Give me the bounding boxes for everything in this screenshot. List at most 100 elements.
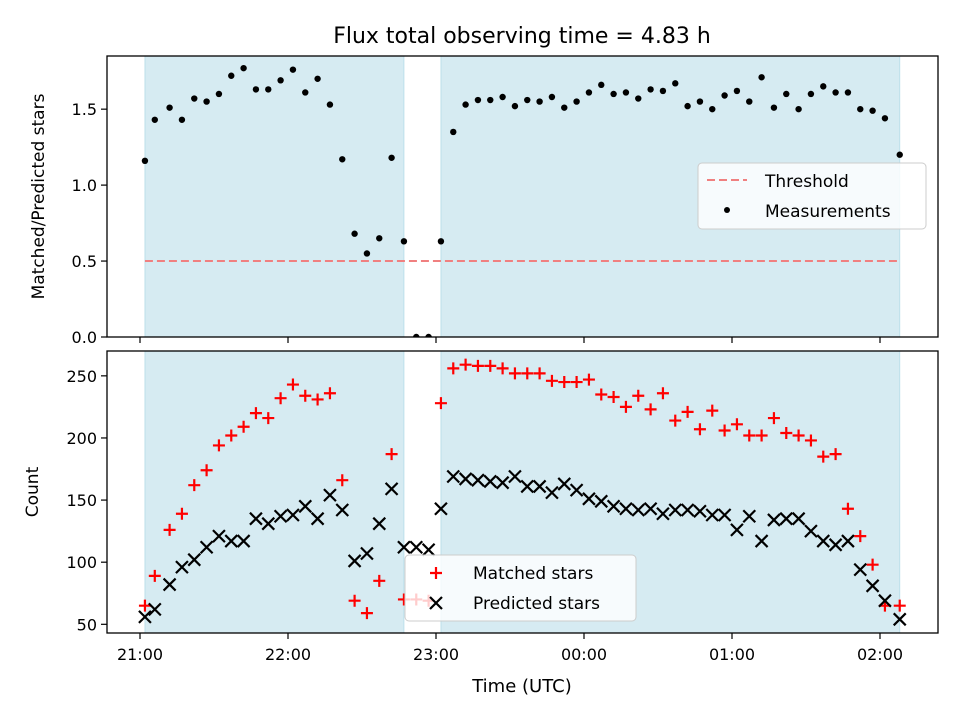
matched-stars-point (434, 397, 447, 410)
measurements-point (610, 90, 617, 98)
measurements-point (363, 250, 371, 257)
measurements-point (437, 238, 445, 245)
x-tick-label: 21:00 (117, 645, 163, 664)
predicted-stars-point (421, 542, 436, 557)
predicted-stars-point (668, 503, 683, 517)
predicted-stars-point (347, 554, 362, 568)
matched-stars-point (348, 594, 361, 607)
predicted-stars-point (804, 524, 818, 538)
matched-stars-point (669, 414, 682, 427)
matched-stars-point (632, 389, 645, 402)
predicted-stars-point (508, 469, 522, 484)
predicted-stars-point (791, 511, 806, 526)
matched-stars-point (533, 367, 546, 380)
measurements-point (487, 96, 494, 104)
matched-stars-point (360, 607, 373, 620)
measurements-point (351, 230, 358, 237)
measurements-point (462, 101, 469, 108)
measurements-point (548, 93, 556, 101)
matched-stars-point (212, 439, 225, 452)
matched-stars-point (706, 404, 719, 417)
matched-stars-point (447, 362, 460, 375)
measurements-point (314, 75, 321, 82)
measurements-point (141, 157, 149, 165)
matched-stars-point (521, 367, 534, 380)
measurements-point (746, 98, 753, 105)
legend: Matched stars Predicted stars (404, 554, 637, 622)
predicted-stars-point (298, 499, 313, 514)
matched-stars-point (854, 530, 867, 543)
matched-stars-point (595, 388, 608, 401)
measurements-point (265, 86, 272, 93)
matched-stars-point (286, 378, 299, 391)
x-tick-label: 01:00 (709, 645, 755, 664)
measurements-point (376, 235, 383, 242)
y-tick-label: 50 (77, 615, 97, 634)
matched-stars-point (558, 376, 571, 389)
legend-predicted-swatch (429, 596, 443, 610)
measurements-point (203, 98, 210, 105)
axes-frame (106, 55, 939, 338)
y-tick-label: 1.5 (72, 100, 97, 119)
predicted-stars-point (643, 501, 658, 516)
legend-box (697, 162, 927, 230)
x-tick-label: 00:00 (561, 645, 607, 664)
measurements-point (696, 98, 704, 105)
measurements-point (228, 72, 235, 79)
predicted-stars-point (409, 540, 424, 555)
x-tick-label: 22:00 (265, 645, 311, 664)
measurements-point (684, 102, 691, 110)
matched-stars-point (262, 412, 275, 425)
measurements-point (635, 95, 642, 102)
matched-stars-point (336, 474, 349, 487)
measurements-point (178, 116, 186, 123)
measurements-point (215, 90, 223, 98)
predicted-stars-point (175, 560, 189, 574)
legend-measurements-label: Measurements (765, 202, 891, 222)
measurements-point (783, 90, 790, 98)
matched-stars-point (311, 393, 324, 406)
predicted-stars-point (878, 593, 892, 608)
matched-stars-point (866, 558, 879, 571)
measurements-point (474, 96, 482, 104)
y-tick-label: 150 (66, 491, 97, 510)
matched-stars-point (730, 418, 743, 431)
matched-stars-point (175, 507, 188, 520)
measurements-point (277, 77, 284, 84)
predicted-stars-point (545, 485, 559, 500)
predicted-stars-point (705, 508, 720, 522)
measurements-point (388, 154, 395, 161)
matched-stars-point (570, 376, 583, 389)
measurements-point (758, 74, 765, 81)
predicted-stars-point (199, 540, 214, 555)
measurements-point (807, 90, 815, 98)
matched-stars-point (323, 387, 336, 400)
predicted-stars-point (434, 501, 448, 516)
predicted-stars-point (841, 534, 855, 548)
predicted-stars-point (582, 492, 596, 506)
measurements-point (511, 102, 519, 110)
y-axis-label: Matched/Predicted stars (29, 93, 49, 299)
y-tick-label: 1.0 (72, 176, 97, 195)
matched-stars-point (755, 429, 768, 442)
measurements-point (721, 92, 728, 99)
measurements-point (672, 80, 679, 87)
predicted-stars-point (446, 469, 461, 484)
predicted-stars-point (656, 506, 670, 521)
legend-measurements-swatch (724, 207, 730, 213)
measurements-point (857, 105, 864, 113)
predicted-stars-point (693, 504, 707, 519)
measurements-point (709, 105, 716, 113)
predicted-stars-point (261, 516, 276, 531)
measurements-point (425, 333, 432, 337)
matched-stars-point (299, 389, 312, 402)
plot-area (138, 351, 907, 633)
matched-stars-point (200, 464, 213, 477)
measurements-point (832, 89, 839, 96)
matched-stars-point (804, 434, 817, 447)
predicted-stars-point (273, 509, 288, 524)
matched-stars-point (459, 358, 472, 371)
x-tick-label: 02:00 (857, 645, 903, 664)
predicted-stars-point (767, 513, 781, 527)
